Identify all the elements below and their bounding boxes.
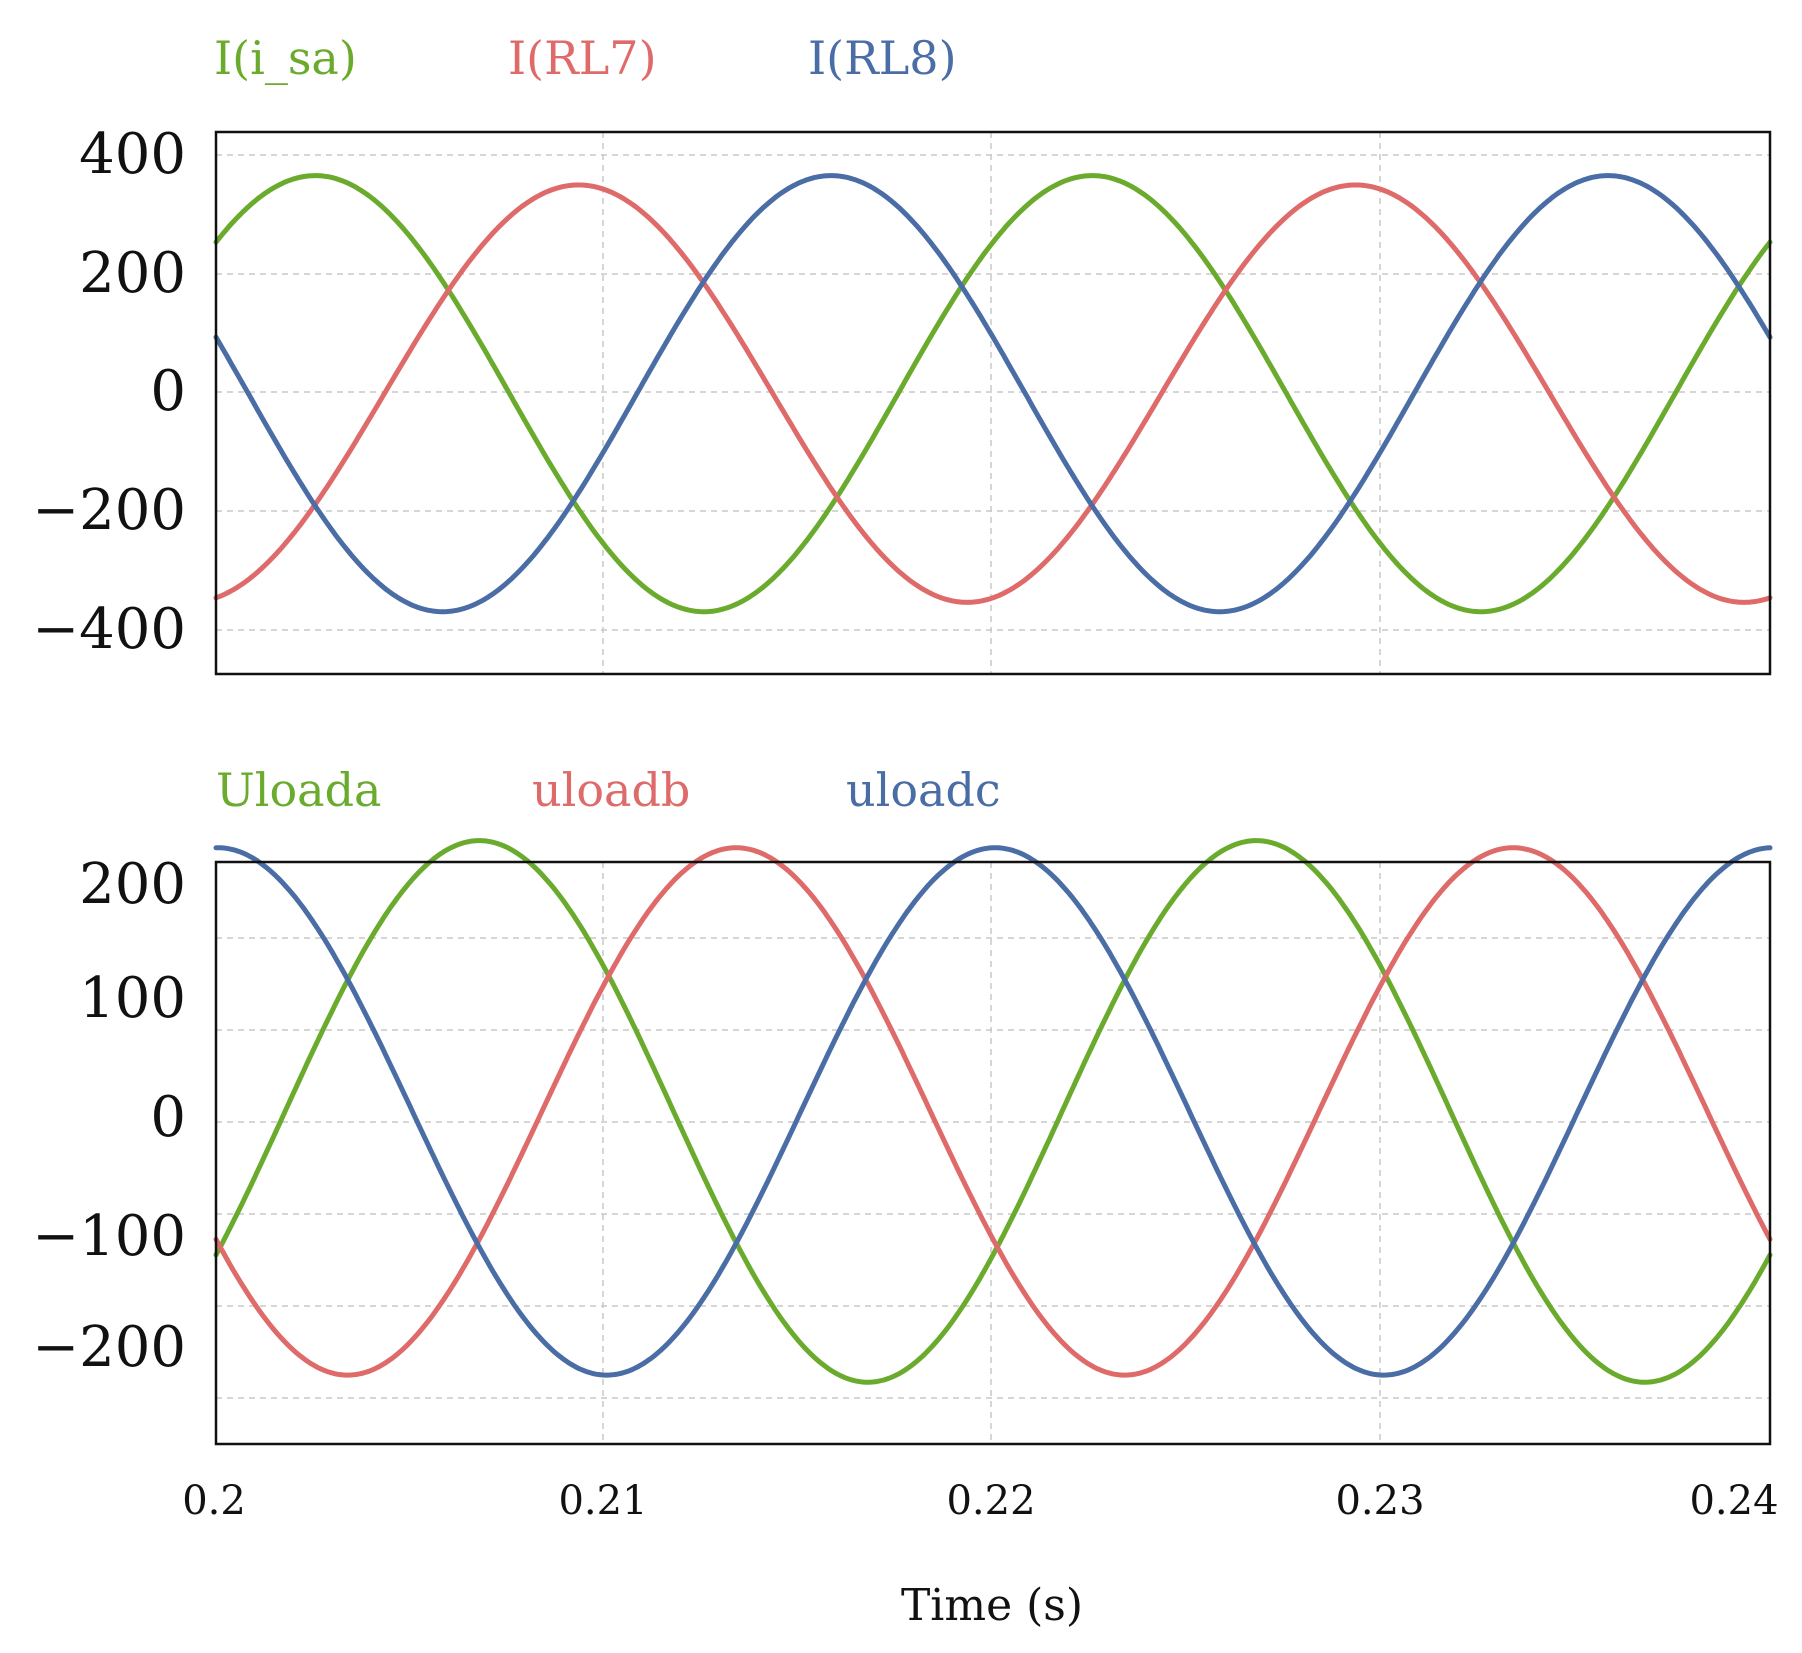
xtick-label: 0.23	[1335, 1478, 1424, 1524]
series-line-uloada	[213, 838, 1773, 1385]
top-y-axis: 400 200 0 −200 −400	[32, 122, 186, 662]
top-ytick-label: 200	[79, 241, 186, 306]
series-line-isa	[213, 173, 1773, 615]
legend-label-isa: I(i_sa)	[214, 31, 357, 85]
legend-label-rl8: I(RL8)	[808, 31, 957, 85]
series-line-uloadb	[213, 845, 1773, 1378]
top-legend: I(i_sa) I(RL7) I(RL8)	[214, 31, 957, 85]
legend-label-rl7: I(RL7)	[508, 31, 657, 85]
bottom-plot-frame	[214, 860, 1772, 1446]
bottom-legend: Uloada uloadb uloadc	[216, 763, 1001, 817]
bottom-plot-traces	[213, 838, 1773, 1385]
top-ytick-label: −400	[32, 597, 186, 662]
bottom-ytick-label: −100	[32, 1204, 186, 1269]
top-ytick-label: 400	[79, 122, 186, 187]
xtick-label: 0.24	[1689, 1478, 1778, 1524]
x-axis: 0.2 0.21 0.22 0.23 0.24 Time (s)	[182, 1478, 1778, 1631]
xtick-label: 0.21	[558, 1478, 647, 1524]
top-ytick-label: 0	[150, 359, 186, 424]
bottom-gridlines	[216, 862, 1770, 1444]
bottom-ytick-label: −200	[32, 1315, 186, 1380]
xtick-label: 0.2	[182, 1478, 246, 1524]
xtick-label: 0.22	[946, 1478, 1035, 1524]
top-gridlines	[216, 132, 1770, 674]
top-ytick-label: −200	[32, 478, 186, 543]
bottom-ytick-label: 200	[79, 852, 186, 917]
bottom-ytick-label: 0	[150, 1085, 186, 1150]
series-line-rl7	[213, 182, 1773, 605]
top-plot-traces	[213, 173, 1773, 615]
x-axis-label: Time (s)	[901, 1580, 1083, 1631]
legend-label-uloadb: uloadb	[532, 763, 690, 817]
series-line-uloadc	[213, 845, 1773, 1378]
series-line-rl8	[213, 173, 1773, 615]
bottom-ytick-label: 100	[79, 966, 186, 1031]
top-plot-frame	[214, 130, 1772, 676]
top-panel: I(i_sa) I(RL7) I(RL8) 400 200 0 −200 −40…	[32, 31, 1773, 676]
legend-label-uloadc: uloadc	[846, 763, 1001, 817]
legend-label-uloada: Uloada	[216, 763, 381, 817]
bottom-panel: Uloada uloadb uloadc 200 100 0 −100	[32, 763, 1778, 1631]
bottom-y-axis: 200 100 0 −100 −200	[32, 852, 186, 1380]
